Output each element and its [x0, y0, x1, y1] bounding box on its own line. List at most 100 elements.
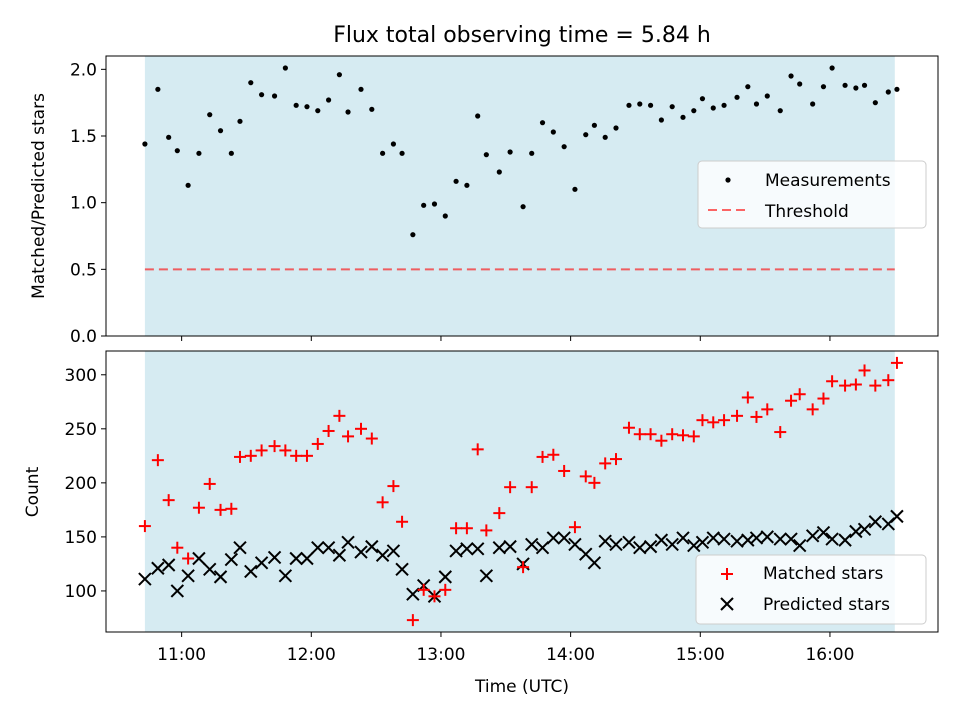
measurement-point	[142, 141, 148, 147]
bottom-legend: Matched stars Predicted stars	[695, 554, 927, 625]
predicted-star-point	[665, 537, 679, 552]
predicted-star-point	[717, 532, 731, 546]
predicted-star-point	[805, 529, 820, 543]
predicted-star-point	[267, 550, 282, 565]
matched-star-point	[493, 507, 506, 520]
predicted-star-point	[598, 534, 612, 548]
predicted-star-point	[792, 538, 807, 553]
matched-star-point	[504, 481, 517, 494]
measurement-point	[483, 152, 489, 158]
predicted-star-point	[406, 587, 420, 601]
predicted-star-point	[492, 540, 507, 555]
predicted-star-point	[395, 562, 409, 577]
bottom-y-axis: 100 150 200 250 300	[65, 366, 106, 602]
predicted-star-point	[784, 532, 798, 546]
predicted-star-point	[365, 539, 379, 554]
top-y-axis-label: Matched/Predicted stars	[29, 93, 49, 299]
chart-title: Flux total observing time = 5.84 h	[333, 23, 711, 48]
measurement-point	[315, 108, 321, 114]
measurement-point	[520, 204, 526, 210]
matched-star-point	[387, 480, 400, 493]
predicted-star-point	[546, 531, 561, 545]
matched-star-point	[171, 541, 184, 554]
measurement-point	[669, 104, 675, 110]
measurement-point	[304, 104, 310, 110]
measurement-point	[237, 118, 243, 124]
predicted-star-point	[213, 570, 228, 584]
predicted-stars-points	[138, 509, 904, 604]
top-panel: 0.00.51.01.52.0 Matched/Predicted stars …	[29, 55, 939, 347]
matched-star-point	[633, 428, 646, 441]
top-y-tick-label: 2.0	[70, 60, 97, 80]
matched-star-point	[687, 430, 700, 443]
predicted-star-point	[654, 533, 669, 547]
matched-star-point	[666, 428, 679, 441]
matched-star-point	[882, 374, 895, 387]
top-y-tick-label: 0.0	[70, 327, 97, 347]
matched-star-point	[774, 426, 787, 439]
bottom-x-axis: 11:00 12:00 13:00 14:00 15:00 16:00	[157, 632, 854, 665]
measurement-point	[258, 92, 265, 98]
measurement-point	[550, 129, 556, 135]
matched-star-point	[182, 552, 195, 565]
measurement-point	[680, 114, 686, 120]
predicted-star-point	[233, 540, 247, 555]
bottom-y-tick-label: 250	[65, 420, 97, 440]
matched-star-point	[707, 416, 720, 429]
predicted-star-point	[687, 538, 701, 553]
predicted-star-point	[224, 552, 239, 567]
matched-star-point	[599, 457, 612, 470]
predicted-star-point	[825, 532, 839, 546]
measurement-point	[185, 182, 191, 188]
predicted-star-point	[321, 540, 336, 555]
bottom-x-tick-label: 11:00	[157, 645, 206, 665]
matched-star-point	[290, 449, 303, 462]
predicted-star-point	[557, 531, 571, 545]
predicted-star-point	[622, 535, 636, 550]
predicted-star-point	[838, 533, 852, 547]
top-x-ticks	[181, 336, 831, 341]
matched-star-point	[890, 356, 903, 369]
measurement-point	[207, 112, 213, 118]
matched-star-point	[579, 470, 592, 483]
matched-star-point	[268, 440, 281, 453]
measurement-point	[699, 96, 706, 102]
matched-star-point	[396, 515, 409, 528]
measurement-point	[764, 93, 770, 99]
predicted-star-point	[438, 570, 452, 584]
measurement-point	[777, 108, 783, 114]
predicted-star-point	[868, 515, 883, 529]
legend-matched-label: Matched stars	[763, 564, 883, 584]
matched-star-point	[558, 464, 571, 477]
x-axis-label: Time (UTC)	[474, 677, 569, 697]
legend-predicted-label: Predicted stars	[763, 595, 890, 615]
predicted-star-point	[449, 544, 463, 558]
matched-star-point	[547, 448, 560, 461]
predicted-star-point	[289, 551, 303, 566]
predicted-star-point	[587, 556, 602, 570]
measurement-point	[293, 102, 299, 108]
measurement-point	[248, 80, 254, 86]
matched-star-point	[138, 520, 151, 533]
predicted-star-point	[849, 524, 863, 539]
measurement-point	[390, 141, 397, 147]
matched-star-point	[376, 496, 389, 509]
top-measurement-points	[142, 65, 900, 238]
top-plot-frame	[105, 55, 939, 337]
measurement-point	[410, 232, 416, 238]
matched-star-point	[460, 522, 473, 535]
predicted-star-point	[535, 540, 550, 555]
predicted-star-point	[311, 540, 325, 555]
legend-measurements-label: Measurements	[765, 171, 891, 191]
measurement-point	[561, 144, 567, 150]
predicted-star-point	[503, 539, 517, 554]
measurement-point	[602, 134, 608, 140]
matched-star-point	[333, 409, 346, 422]
legend-matched-marker	[721, 568, 733, 580]
predicted-star-point	[479, 569, 494, 583]
matched-star-point	[365, 432, 378, 445]
predicted-star-point	[741, 533, 755, 547]
measurement-point	[166, 134, 172, 140]
top-legend-box	[697, 160, 927, 229]
